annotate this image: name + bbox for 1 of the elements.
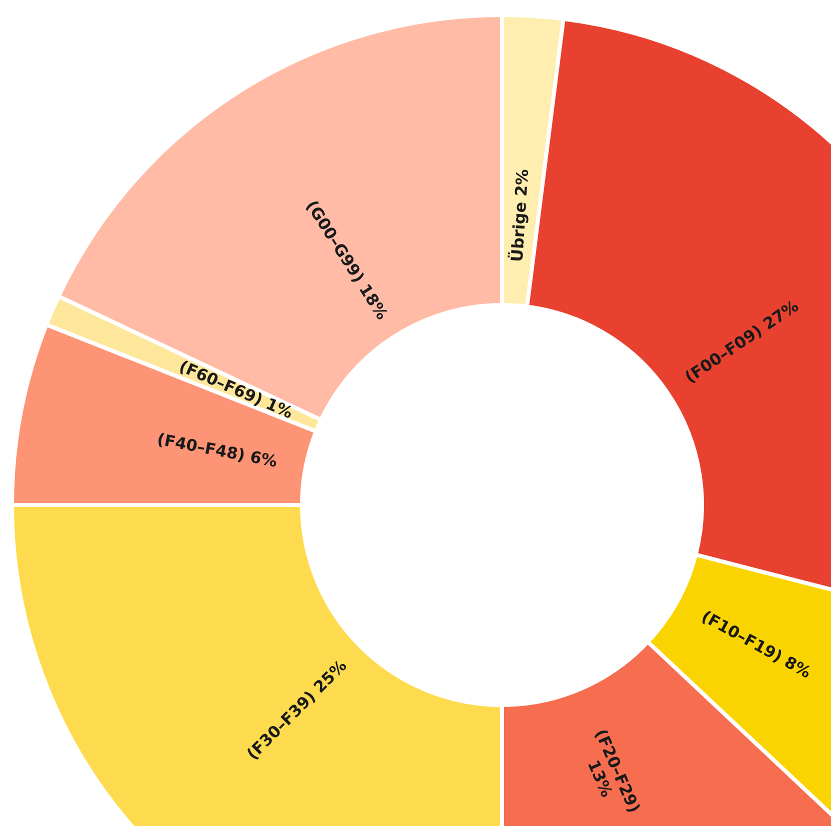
slice-label: Übrige 2%	[507, 168, 532, 262]
